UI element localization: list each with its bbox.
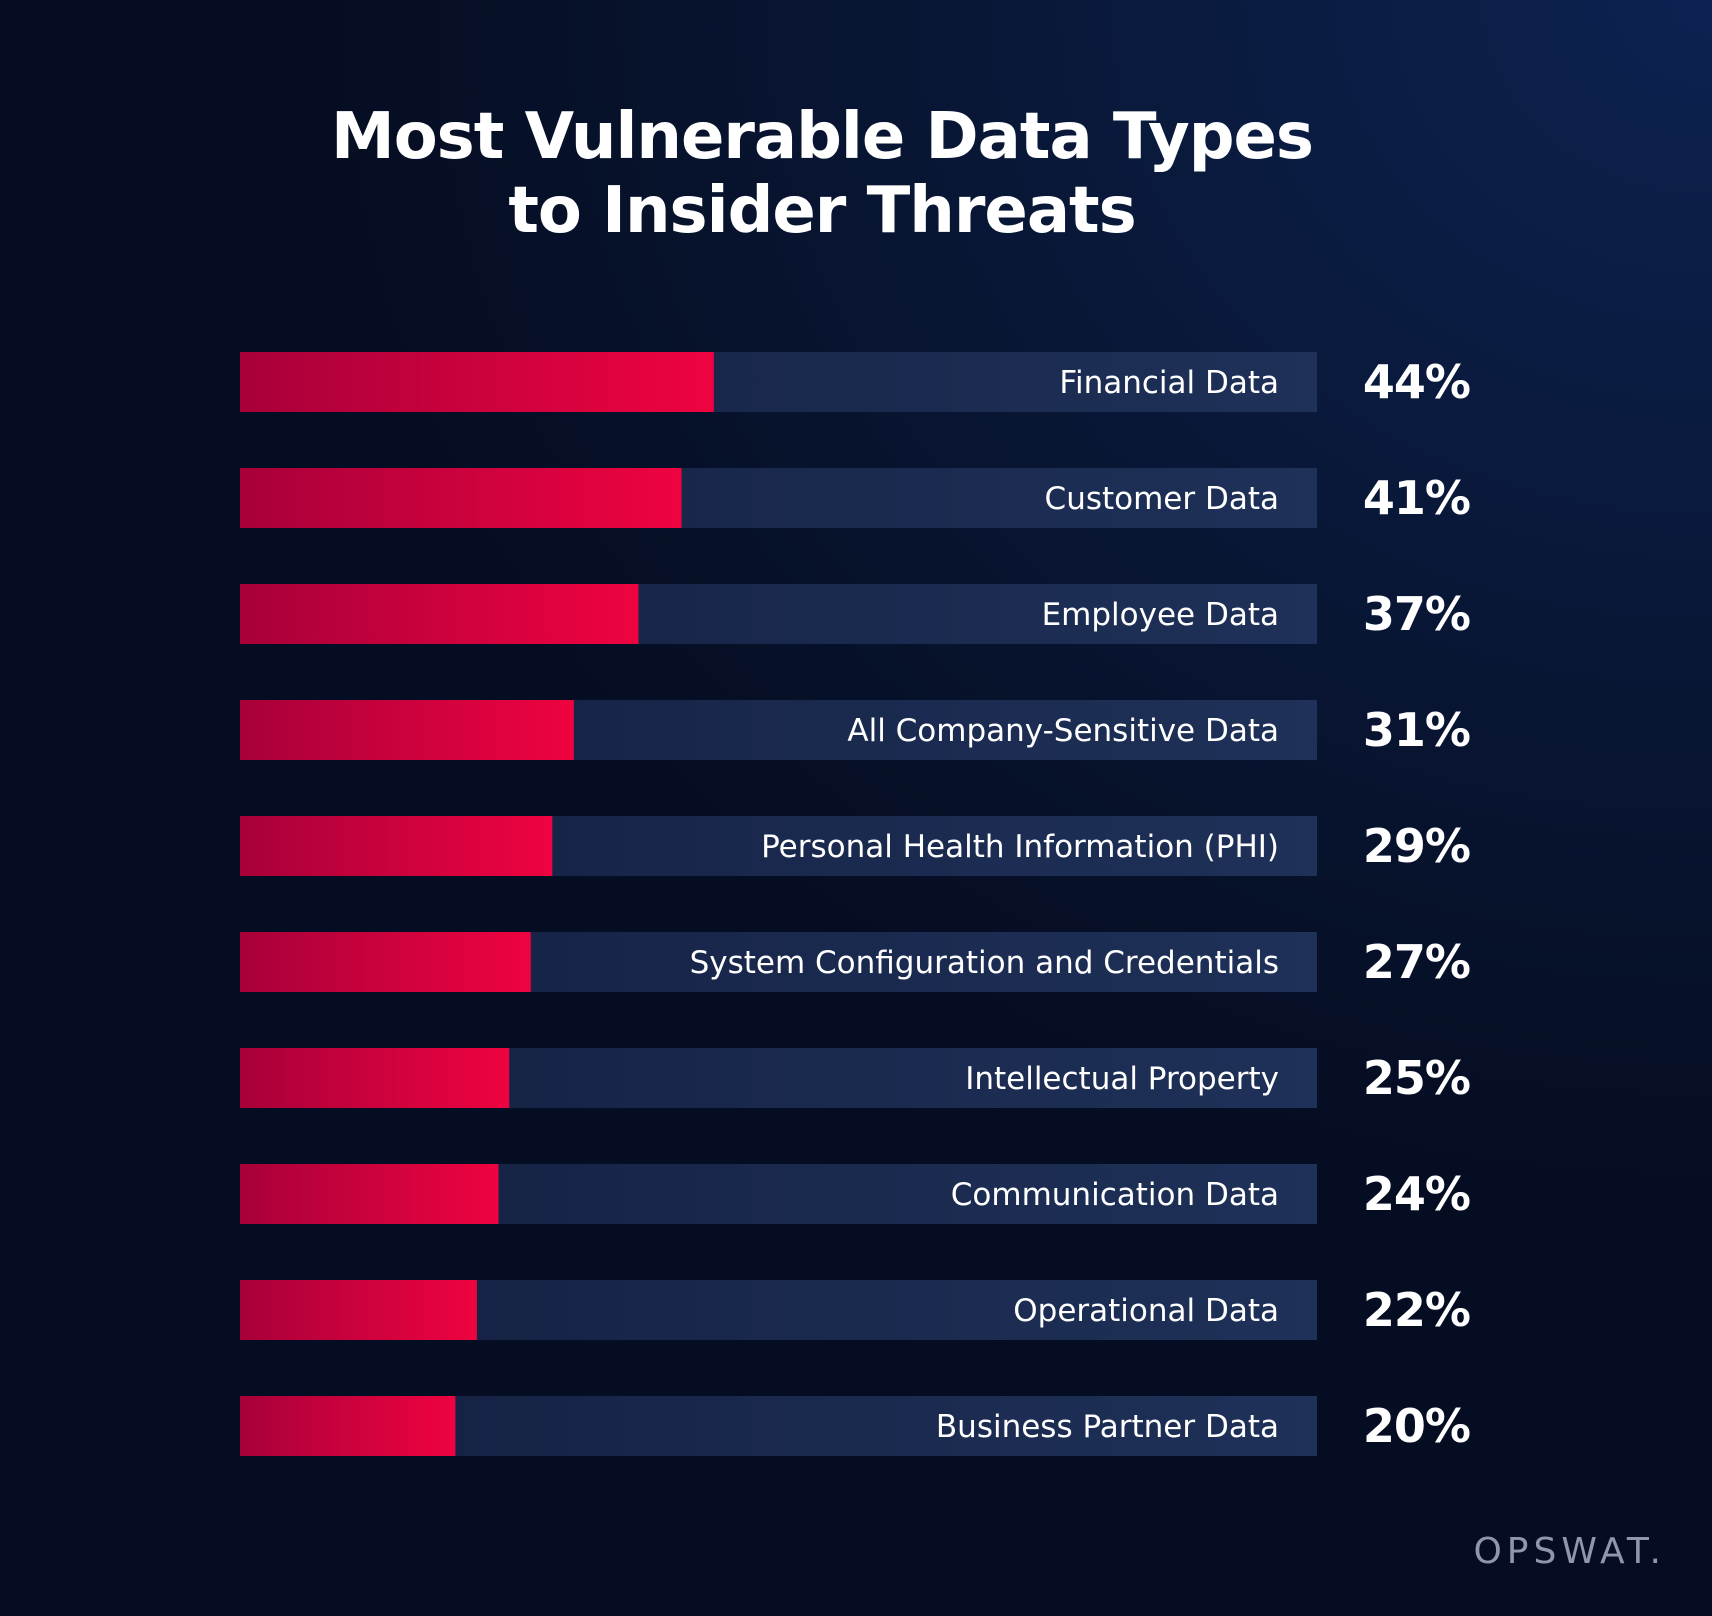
bar-category-label: Financial Data (1059, 365, 1279, 401)
bar-value-label: 27% (1363, 935, 1470, 989)
bar-value-label: 41% (1363, 471, 1470, 525)
bar-value-label: 20% (1363, 1399, 1470, 1453)
opswat-logo: OPSWAT. (1473, 1531, 1666, 1572)
bar-value-label: 24% (1363, 1167, 1470, 1221)
bar-fill (240, 1048, 510, 1108)
bar-value-label: 44% (1363, 355, 1470, 409)
bar-category-label: Business Partner Data (936, 1409, 1279, 1445)
bar-fill (240, 352, 714, 412)
bar-category-label: All Company-Sensitive Data (847, 713, 1279, 749)
bar-fill (240, 584, 639, 644)
chart-title-line-1: Most Vulnerable Data Types (331, 100, 1314, 174)
bar-value-label: 37% (1363, 587, 1470, 641)
bars-group: Financial Data 44% Customer Data 41% Employe… (240, 352, 1471, 1456)
bar-fill (240, 700, 574, 760)
bar-category-label: System Configuration and Credentials (690, 945, 1279, 981)
bar-value-label: 25% (1363, 1051, 1470, 1105)
bar-value-label: 29% (1363, 819, 1470, 873)
bar-fill (240, 1396, 456, 1456)
bar-fill (240, 816, 553, 876)
bar-fill (240, 468, 682, 528)
bar-value-label: 22% (1363, 1283, 1470, 1337)
bar-fill (240, 1280, 477, 1340)
bar-value-label: 31% (1363, 703, 1470, 757)
chart-title-line-2: to Insider Threats (508, 174, 1136, 248)
bar-category-label: Employee Data (1042, 597, 1279, 633)
chart-title: Most Vulnerable Data Types to Insider Th… (0, 100, 1644, 248)
bar-category-label: Intellectual Property (965, 1061, 1279, 1097)
bar-fill (240, 1164, 499, 1224)
bar-category-label: Communication Data (951, 1177, 1279, 1213)
bar-category-label: Personal Health Information (PHI) (761, 829, 1279, 865)
bar-fill (240, 932, 531, 992)
bar-category-label: Operational Data (1013, 1293, 1279, 1329)
bar-category-label: Customer Data (1045, 481, 1279, 517)
